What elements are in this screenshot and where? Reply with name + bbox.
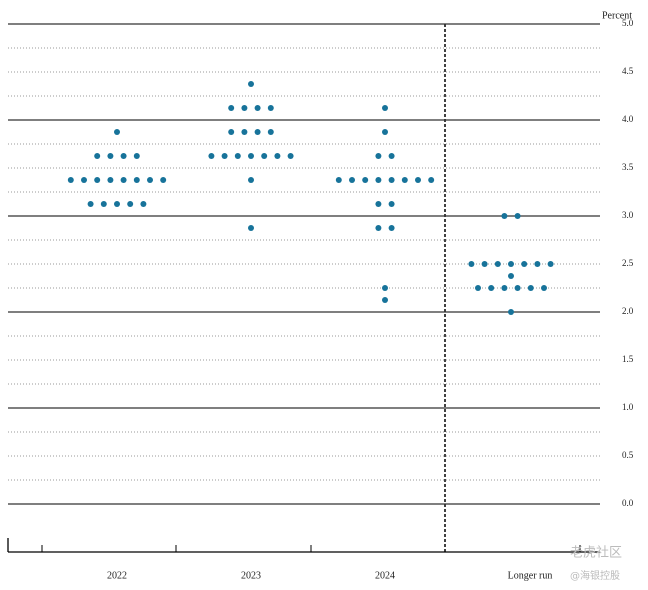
dot [228,105,235,111]
dot [94,153,101,159]
dot [107,153,114,159]
dot [248,177,254,183]
x-axis [7,538,600,553]
dot [382,285,388,291]
dot [81,177,87,183]
dot [415,177,421,183]
y-tick-label: 1.5 [622,354,634,364]
dot [147,177,153,183]
dot [67,177,74,183]
dot [114,129,120,135]
watermark: 老虎社区 [570,545,622,561]
dot [481,261,488,267]
x-tick-label: 2023 [241,570,261,581]
dot [494,261,501,267]
dot [375,153,382,159]
y-tick-label: 3.5 [622,162,634,172]
dot [127,201,134,207]
dot [114,201,120,207]
dot [388,153,395,159]
dot [475,285,481,291]
dot [120,153,127,159]
dot [234,153,241,159]
dot [501,285,508,291]
dot [87,201,94,207]
dot [514,213,521,219]
dot [221,153,228,159]
dot [388,225,395,231]
x-tick-label: 2022 [107,570,127,581]
y-tick-label: 3.0 [622,210,634,220]
x-tick-label: 2024 [375,570,395,581]
y-tick-label: 4.5 [622,66,634,76]
y-tick-label: 2.0 [622,306,634,316]
dot [254,129,261,135]
dot [388,177,395,183]
dot [375,177,382,183]
y-tick-label: 5.0 [622,18,634,28]
dot [100,201,107,207]
dot [241,105,248,111]
dot [107,177,114,183]
x-tick-label: Longer run [508,570,553,581]
dot [208,153,215,159]
dot [382,105,388,111]
dot [248,225,254,231]
dot [287,153,294,159]
dot [388,201,395,207]
dot [468,261,475,267]
dot [488,285,495,291]
dot [508,273,514,279]
dot [228,129,235,135]
dot [140,201,147,207]
dot [547,261,554,267]
dot [375,201,382,207]
dot [335,177,342,183]
dot [254,105,261,111]
dot [267,105,274,111]
y-tick-label: 0.0 [622,498,634,508]
watermark: @海银控股 [570,569,620,582]
y-tick-label: 1.0 [622,402,634,412]
dot [160,177,167,183]
dot [248,81,254,87]
dot [120,177,127,183]
y-axis-label: Percent [602,10,632,21]
dot [133,177,140,183]
dot [362,177,369,183]
dot [428,177,435,183]
dot [274,153,281,159]
dot [501,213,508,219]
dot [267,129,274,135]
y-tick-label: 4.0 [622,114,634,124]
dot [241,129,248,135]
dot [94,177,101,183]
dot [508,309,514,315]
dot [527,285,534,291]
dot [514,285,521,291]
y-tick-label: 0.5 [622,450,634,460]
dot [261,153,268,159]
dot [382,129,388,135]
dot [133,153,140,159]
y-tick-label: 2.5 [622,258,634,268]
dot [248,153,254,159]
dot [508,261,514,267]
dot [382,297,388,303]
dot [541,285,547,291]
dot [401,177,408,183]
dot [521,261,528,267]
dot [534,261,541,267]
dot [375,225,382,231]
dot [349,177,355,183]
